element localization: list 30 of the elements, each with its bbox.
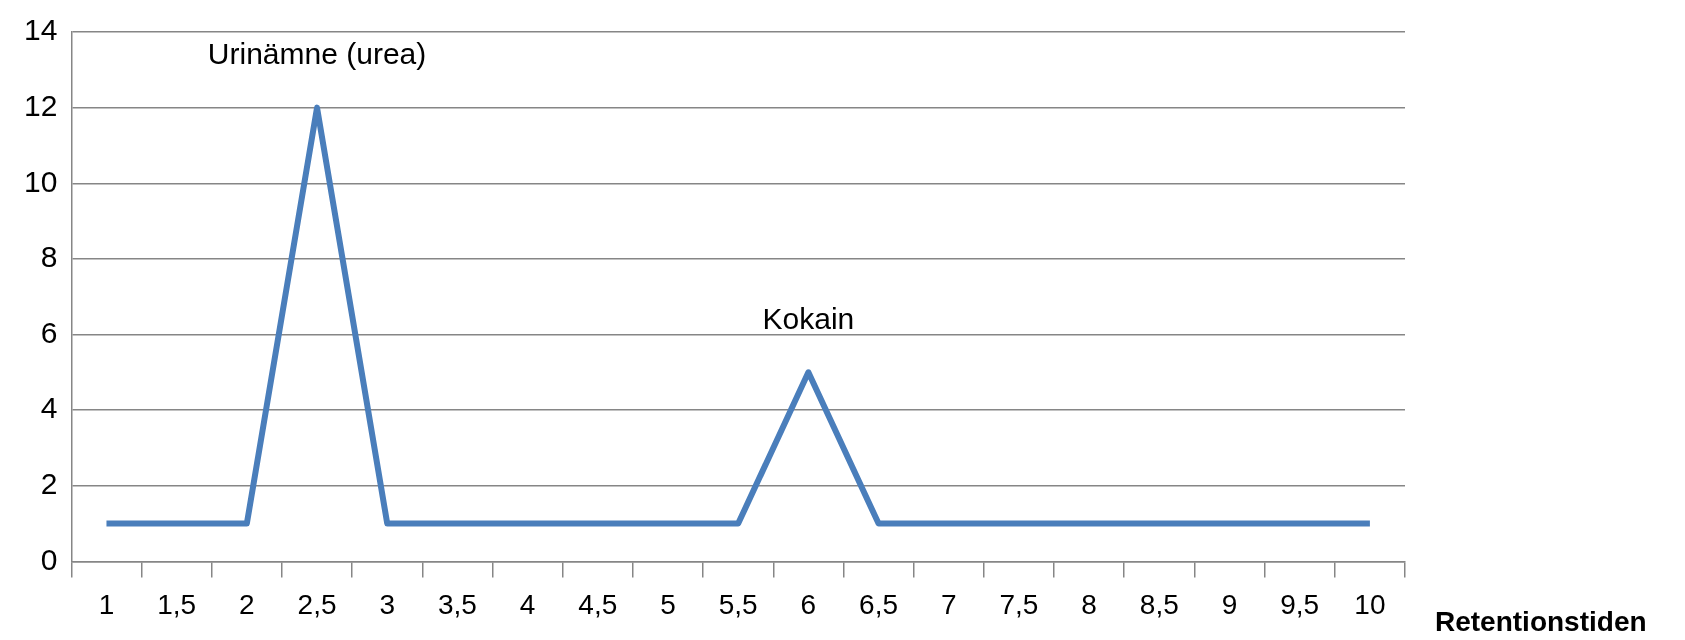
x-tick-label: 5,5 (718, 588, 758, 620)
x-tick-label: 4,5 (578, 588, 618, 620)
y-tick-label: 12 (23, 88, 58, 122)
x-tick-label: 9 (1221, 588, 1238, 620)
x-tick-label: 8,5 (1139, 588, 1179, 620)
x-tick-label: 7 (940, 588, 957, 620)
y-tick-label: 10 (23, 164, 58, 198)
x-tick-label: 6 (800, 588, 817, 620)
x-axis-title: Retentionstiden (1435, 606, 1647, 638)
x-tick-label: 6,5 (859, 588, 899, 620)
y-tick-label: 0 (40, 542, 58, 576)
x-tick-label: 2,5 (297, 588, 337, 620)
x-tick-label: 4 (519, 588, 536, 620)
y-tick-label: 8 (40, 240, 58, 274)
x-tick-label: 1 (98, 588, 115, 620)
y-tick-label: 6 (40, 315, 58, 349)
x-tick-label: 7,5 (999, 588, 1039, 620)
y-tick-label: 2 (40, 467, 58, 501)
annotation: Kokain (762, 301, 855, 335)
x-tick-label: 3,5 (437, 588, 477, 620)
x-tick-label: 2 (239, 588, 255, 620)
x-tick-label: 5 (660, 588, 676, 620)
x-tick-label: 3 (379, 588, 396, 620)
y-tick-label: 14 (23, 13, 58, 47)
y-tick-label: 4 (40, 391, 58, 425)
annotation: Urinämne (urea) (207, 36, 427, 70)
x-tick-label: 10 (1354, 588, 1386, 620)
x-tick-label: 9,5 (1280, 588, 1320, 620)
x-tick-label: 8 (1081, 588, 1097, 620)
x-tick-label: 1,5 (157, 588, 197, 620)
